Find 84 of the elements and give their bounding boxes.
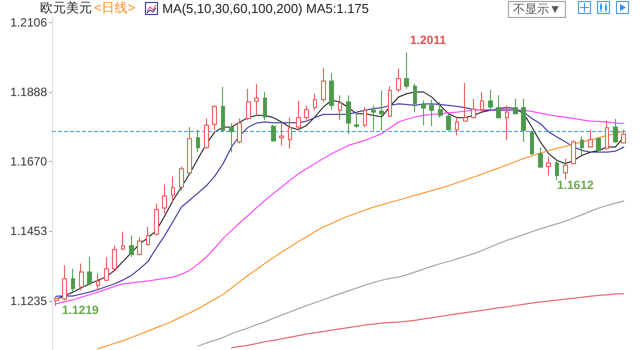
chart-title: 欧元美元	[40, 0, 92, 17]
candlestick	[112, 244, 117, 270]
candlestick	[104, 256, 109, 282]
candlestick	[521, 98, 526, 142]
y-tick-label: 1.2106	[10, 15, 48, 30]
candlestick	[621, 129, 626, 144]
candlestick	[321, 67, 326, 102]
candlestick	[363, 106, 367, 128]
candlestick	[505, 104, 509, 141]
candlestick	[221, 86, 225, 132]
candlestick	[354, 112, 359, 128]
candlestick	[179, 166, 184, 191]
candlestick	[371, 104, 376, 131]
candlestick	[129, 235, 134, 258]
candlestick	[538, 147, 543, 168]
candlestick	[496, 94, 501, 120]
candlestick	[196, 129, 200, 153]
candlestick	[171, 176, 175, 204]
candlestick	[338, 94, 342, 120]
candlestick	[480, 92, 484, 113]
candlestick	[154, 203, 159, 236]
candlestick	[54, 296, 59, 306]
annotation: 不显示▼	[508, 1, 566, 18]
candlestick	[146, 226, 150, 246]
candlestick	[71, 268, 75, 293]
candlestick	[304, 104, 309, 120]
candlestick	[62, 264, 67, 301]
line-series	[97, 130, 624, 350]
candlestick	[288, 117, 292, 150]
candlestick	[279, 122, 284, 146]
annotation: 1.2011	[410, 33, 446, 47]
candlestick	[96, 273, 100, 292]
y-tick-label: 1.1453	[10, 224, 48, 238]
candlestick	[271, 124, 276, 142]
candlestick	[388, 86, 392, 118]
candlestick	[254, 83, 259, 116]
candlestick	[187, 126, 192, 174]
candlestick	[229, 122, 234, 153]
candlestick	[555, 160, 559, 181]
candlestick	[404, 52, 409, 90]
candlestick	[463, 82, 468, 122]
candlestick	[563, 158, 568, 180]
candlestick	[396, 68, 401, 93]
candlestick	[79, 263, 84, 292]
candlestick	[438, 101, 443, 118]
candlestick	[546, 156, 551, 176]
candlestick	[588, 129, 593, 148]
candlestick	[580, 136, 584, 156]
candlestick	[488, 89, 493, 111]
line-series	[230, 293, 624, 348]
candlestick	[162, 184, 167, 214]
y-tick-label: 1.1670	[10, 154, 48, 169]
candlestick	[613, 118, 618, 144]
candlestick	[87, 256, 92, 286]
candlestick	[421, 100, 426, 126]
candlestick	[313, 93, 317, 111]
candlestick	[296, 100, 301, 131]
y-tick-label: 1.1888	[10, 85, 48, 100]
candlestick	[379, 90, 384, 131]
candlestick	[429, 99, 434, 127]
candlestick	[212, 104, 217, 131]
y-tick-label: 1.1235	[10, 294, 48, 308]
chart-subtitle: <日线>	[94, 0, 136, 17]
candlestick	[346, 94, 351, 135]
candlestick	[455, 117, 459, 136]
candlestick	[530, 130, 534, 156]
candlestick	[204, 118, 209, 150]
candlestick	[329, 72, 334, 110]
candlestick	[246, 88, 251, 121]
candlestick	[596, 136, 601, 154]
candlestick	[237, 118, 242, 144]
candlestick	[413, 83, 417, 113]
annotation: MA(5,10,30,60,100,200) MA5:1.175	[162, 0, 369, 16]
candlestick	[471, 98, 476, 120]
candlestick	[121, 232, 125, 251]
candlestick	[137, 236, 142, 256]
candlestick	[446, 113, 451, 131]
annotation: 1.1219	[62, 303, 100, 317]
annotation: 1.1612	[557, 178, 594, 192]
candlestick	[605, 120, 609, 150]
line-series	[198, 200, 624, 347]
candlestick	[571, 140, 576, 165]
candlestick	[263, 92, 267, 121]
candlestick	[513, 98, 518, 115]
